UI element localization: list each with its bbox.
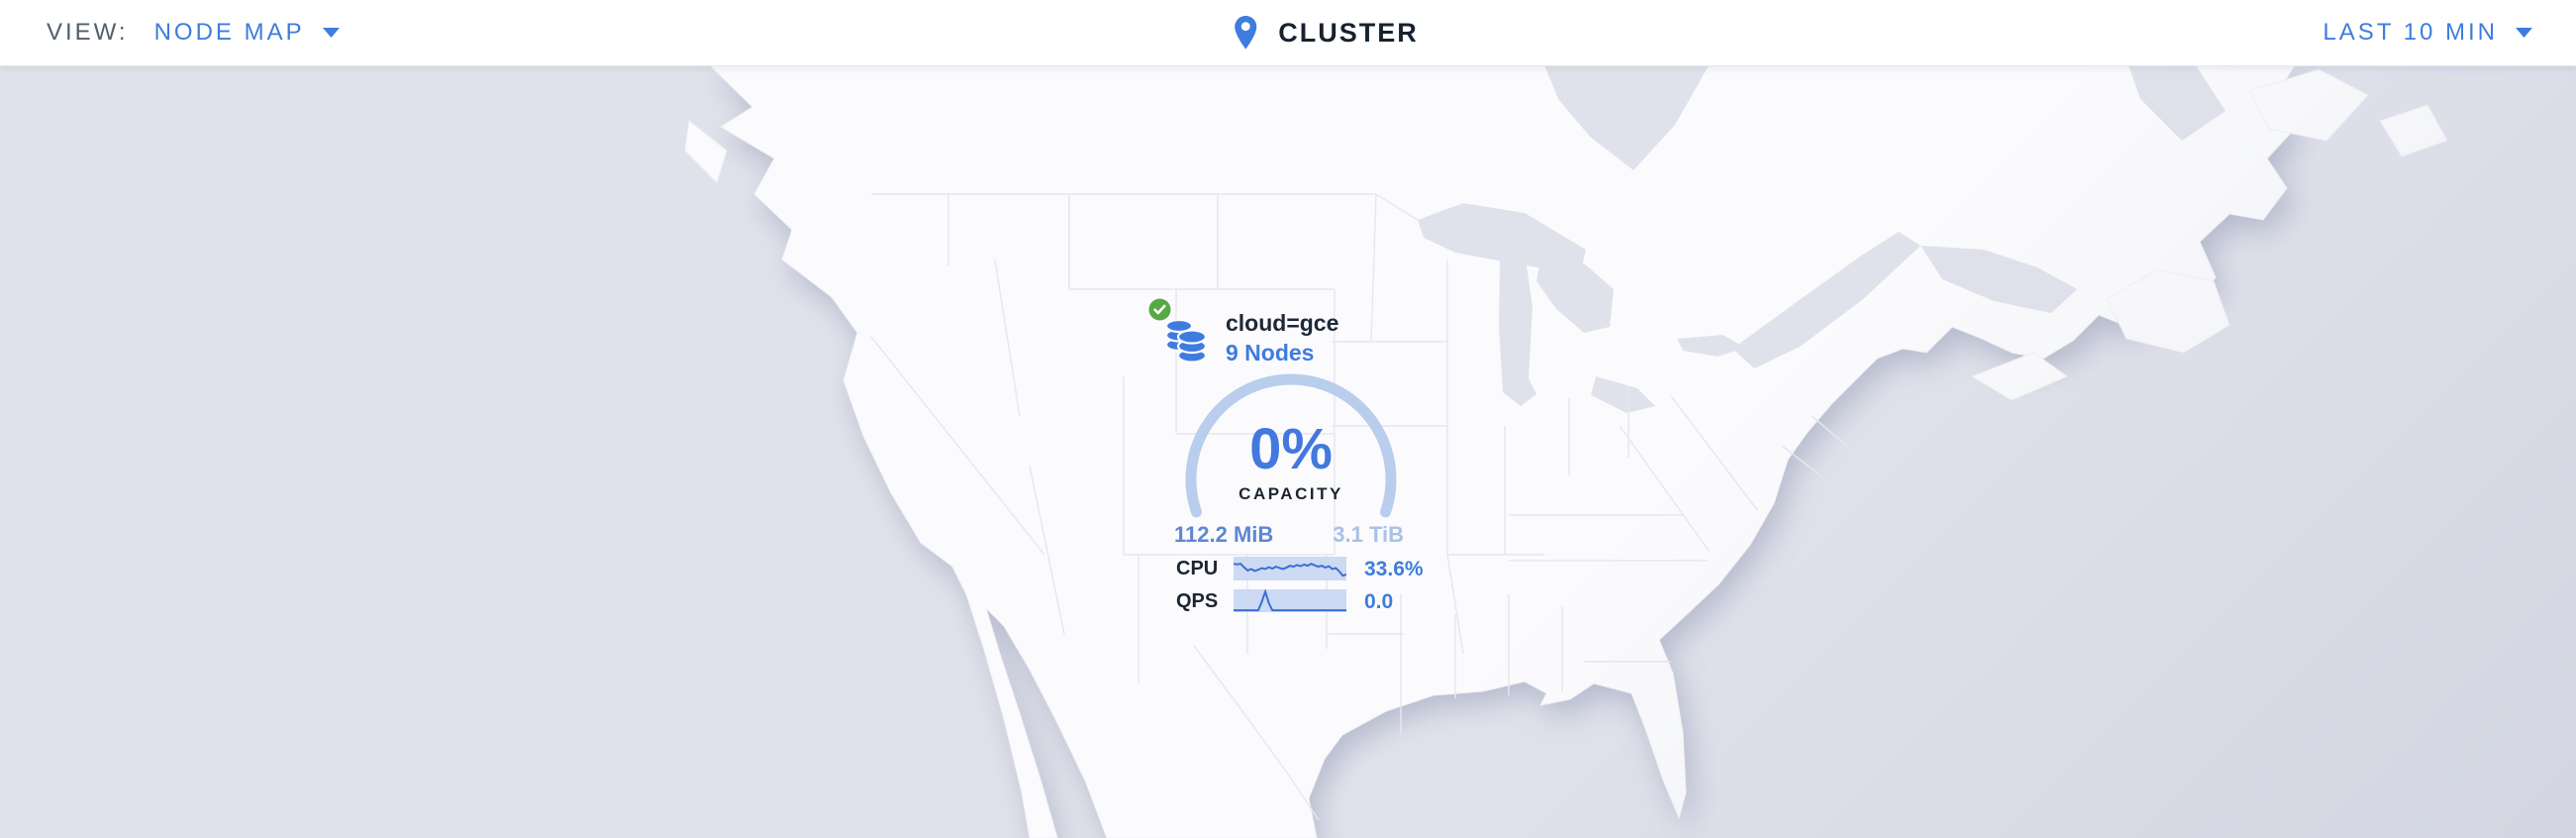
lake-superior — [1418, 203, 1586, 273]
arctic-island-2 — [2379, 104, 2448, 157]
nova-scotia — [1970, 352, 2069, 401]
qps-sparkline — [1234, 589, 1346, 612]
locality-label: cloud=gce — [1226, 310, 1339, 336]
capacity-values: 112.2 MiB 3.1 TiB — [1174, 522, 1404, 548]
arctic-island-1 — [2248, 68, 2369, 142]
cpu-sparkline — [1234, 557, 1346, 580]
nodes-link[interactable]: 9 Nodes — [1226, 340, 1315, 366]
database-stack-icon — [1164, 318, 1208, 363]
capacity-gauge-arc — [1185, 373, 1397, 518]
lake-ontario — [1677, 335, 1745, 357]
time-range-value: LAST 10 MIN — [2323, 19, 2498, 46]
view-selector-value: NODE MAP — [153, 19, 305, 46]
breadcrumb: CLUSTER — [1233, 0, 1419, 65]
page-title: CLUSTER — [1278, 17, 1419, 48]
capacity-total: 3.1 TiB — [1333, 522, 1404, 547]
time-range-selector[interactable]: LAST 10 MIN — [2323, 19, 2532, 47]
hudson-bay — [1544, 65, 1709, 170]
lake-erie — [1591, 376, 1655, 413]
node-map: cloud=gce 9 Nodes 0% CAPACITY 112.2 MiB … — [0, 65, 2576, 838]
capacity-percent: 0% — [1249, 417, 1333, 481]
capacity-label: CAPACITY — [1238, 484, 1343, 503]
vancouver-island — [684, 120, 728, 183]
water-features — [1418, 65, 2226, 413]
qps-label: QPS — [1176, 590, 1219, 612]
lake-michigan — [1499, 260, 1536, 406]
cluster-marker: cloud=gce 9 Nodes 0% CAPACITY 112.2 MiB … — [0, 65, 2576, 838]
location-pin-icon — [1235, 16, 1257, 50]
top-bar: VIEW: NODE MAP CLUSTER LAST 10 MIN — [0, 0, 2576, 66]
lake-huron — [1536, 260, 1614, 333]
newfoundland — [2106, 268, 2230, 354]
capacity-used: 112.2 MiB — [1174, 522, 1274, 547]
healthy-check-icon — [1148, 298, 1171, 321]
st-lawrence-river — [1733, 232, 1921, 368]
view-selector[interactable]: NODE MAP — [154, 19, 340, 47]
cpu-label: CPU — [1176, 558, 1219, 579]
view-label: VIEW: — [47, 19, 129, 46]
north-america-map — [684, 65, 2448, 838]
gulf-of-st-lawrence — [1921, 246, 2077, 313]
cpu-value: 33.6% — [1364, 558, 1424, 580]
qps-value: 0.0 — [1364, 590, 1394, 613]
chevron-down-icon — [322, 28, 340, 38]
chevron-down-icon — [2516, 28, 2532, 38]
islands — [684, 68, 2448, 401]
ungava-bay — [2129, 65, 2226, 141]
